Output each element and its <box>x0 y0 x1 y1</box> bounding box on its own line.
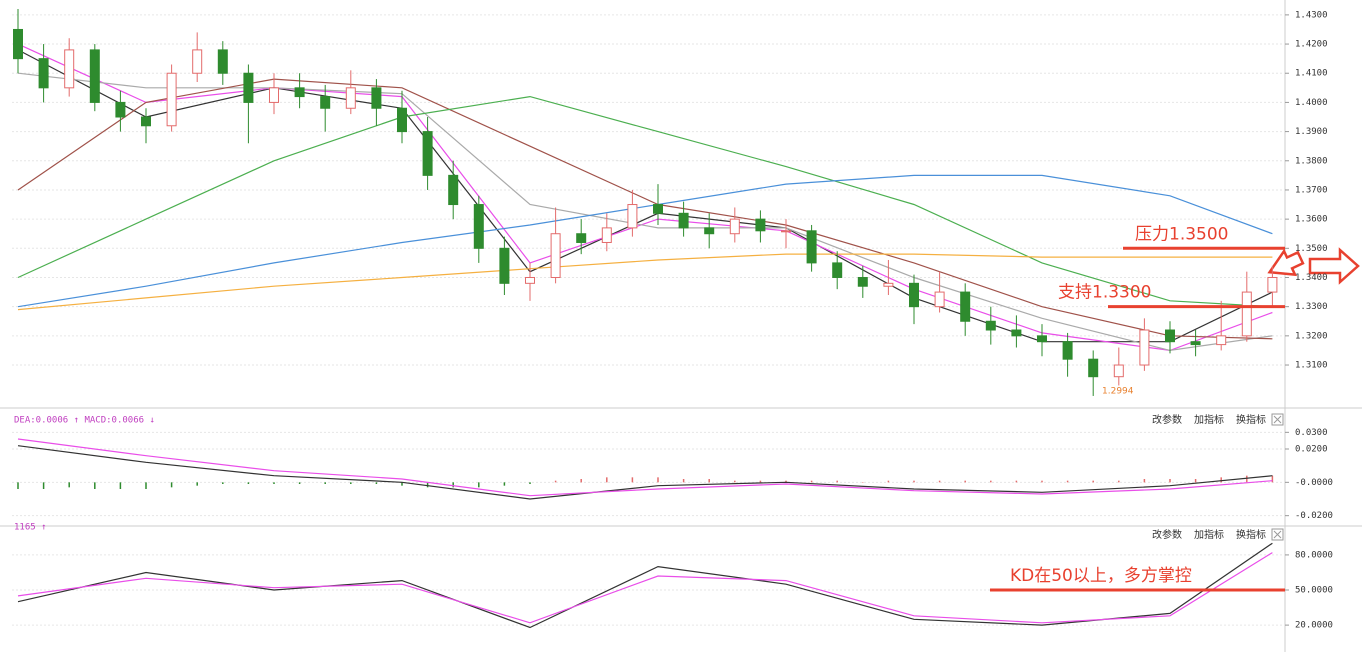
candle-body <box>371 87 382 109</box>
y-tick-label: 1.4100 <box>1295 69 1328 79</box>
y-tick-label: 1.3200 <box>1295 331 1328 341</box>
ma-line <box>17 438 1273 497</box>
y-tick-label: 50.0000 <box>1295 586 1333 596</box>
toolbar-button[interactable]: 加指标 <box>1194 528 1224 541</box>
candle-body <box>653 204 663 214</box>
y-tick-label: 1.3600 <box>1295 215 1328 225</box>
annotation-text: KD在50以上，多方掌控 <box>1010 566 1192 586</box>
candle-body <box>345 87 356 109</box>
candle-body <box>883 282 894 287</box>
candle-body <box>13 28 23 60</box>
candle-body <box>1190 341 1201 346</box>
candle-body <box>806 230 817 264</box>
ma-line <box>17 445 1273 500</box>
candle-body <box>985 320 996 331</box>
candle-body <box>781 230 791 233</box>
candle-body <box>960 291 971 322</box>
candle-body <box>89 49 100 103</box>
close-button[interactable] <box>1271 528 1284 541</box>
candle-body <box>1216 335 1227 346</box>
candle-body <box>269 87 279 103</box>
candle-body <box>192 49 203 74</box>
y-tick-label: 0.0300 <box>1295 428 1328 438</box>
candle-body <box>755 218 766 232</box>
annotation-text: 压力1.3500 <box>1135 224 1228 244</box>
ma-line <box>17 253 1273 311</box>
candle-body <box>64 49 75 89</box>
candle-body <box>320 96 331 109</box>
candle-body <box>448 174 459 206</box>
ma-line <box>17 95 1273 308</box>
candle-body <box>704 227 715 235</box>
candle-body <box>217 49 228 74</box>
toolbar-button[interactable]: 换指标 <box>1236 413 1266 426</box>
indicator-header: 1165 ↑ <box>14 523 47 533</box>
ma-line <box>17 72 1273 352</box>
y-tick-label: -0.0000 <box>1295 478 1333 488</box>
low-label: 1.2994 <box>1102 387 1134 397</box>
y-tick-label: 80.0000 <box>1295 550 1333 560</box>
ma-line <box>17 552 1273 624</box>
ma-line <box>17 43 1273 352</box>
toolbar-button[interactable]: 改参数 <box>1152 528 1182 541</box>
close-button[interactable] <box>1271 413 1284 426</box>
candle-body <box>857 276 868 287</box>
candle-body <box>166 72 177 127</box>
y-tick-label: -0.0200 <box>1295 511 1333 521</box>
candle-body <box>1165 329 1175 343</box>
y-tick-label: 1.4000 <box>1295 98 1328 108</box>
y-tick-label: 1.4300 <box>1295 10 1328 20</box>
candle-body <box>627 204 638 229</box>
candle-body <box>1011 329 1022 337</box>
indicator-header: DEA:0.0006 ↑ MACD:0.0066 ↓ <box>14 416 155 426</box>
y-tick-label: 1.3100 <box>1295 361 1328 371</box>
candle-body <box>422 131 433 176</box>
y-tick-label: 1.3400 <box>1295 273 1328 283</box>
candle-body <box>678 212 689 229</box>
candle-body <box>1113 364 1124 378</box>
candle-body <box>1241 291 1252 337</box>
y-tick-label: 1.3900 <box>1295 127 1328 137</box>
candle-body <box>397 107 407 133</box>
y-tick-label: 20.0000 <box>1295 621 1333 631</box>
candle-body <box>1088 358 1099 378</box>
toolbar-button[interactable]: 加指标 <box>1194 413 1224 426</box>
candle-body <box>909 282 919 308</box>
candle-body <box>473 204 484 249</box>
y-tick-label: 1.3800 <box>1295 156 1328 166</box>
candle-body <box>729 218 740 235</box>
toolbar-button[interactable]: 改参数 <box>1152 413 1182 426</box>
candle-body <box>38 58 49 89</box>
candle-body <box>141 116 151 127</box>
candle-body <box>832 262 843 278</box>
arrow-icon <box>1267 248 1305 277</box>
candle-body <box>550 233 561 278</box>
candle-body <box>115 101 126 118</box>
candle-body <box>1267 276 1278 293</box>
y-tick-label: 1.4200 <box>1295 40 1328 50</box>
candle-body <box>934 291 945 308</box>
toolbar-button[interactable]: 换指标 <box>1236 528 1266 541</box>
y-tick-label: 1.3500 <box>1295 244 1328 254</box>
candle-body <box>576 233 587 243</box>
annotation-text: 支持1.3300 <box>1058 283 1151 303</box>
candle-body <box>601 227 612 243</box>
y-tick-label: 0.0200 <box>1295 445 1328 455</box>
candle-body <box>499 247 510 284</box>
candle-body <box>243 72 254 103</box>
candle-body <box>1062 341 1073 360</box>
y-tick-label: 1.3300 <box>1295 302 1328 312</box>
arrow-icon <box>1308 247 1360 285</box>
candle-body <box>525 276 535 284</box>
candle-body <box>294 87 305 98</box>
y-tick-label: 1.3700 <box>1295 185 1328 195</box>
candle-body <box>1037 335 1047 343</box>
candle-body <box>1139 329 1150 366</box>
